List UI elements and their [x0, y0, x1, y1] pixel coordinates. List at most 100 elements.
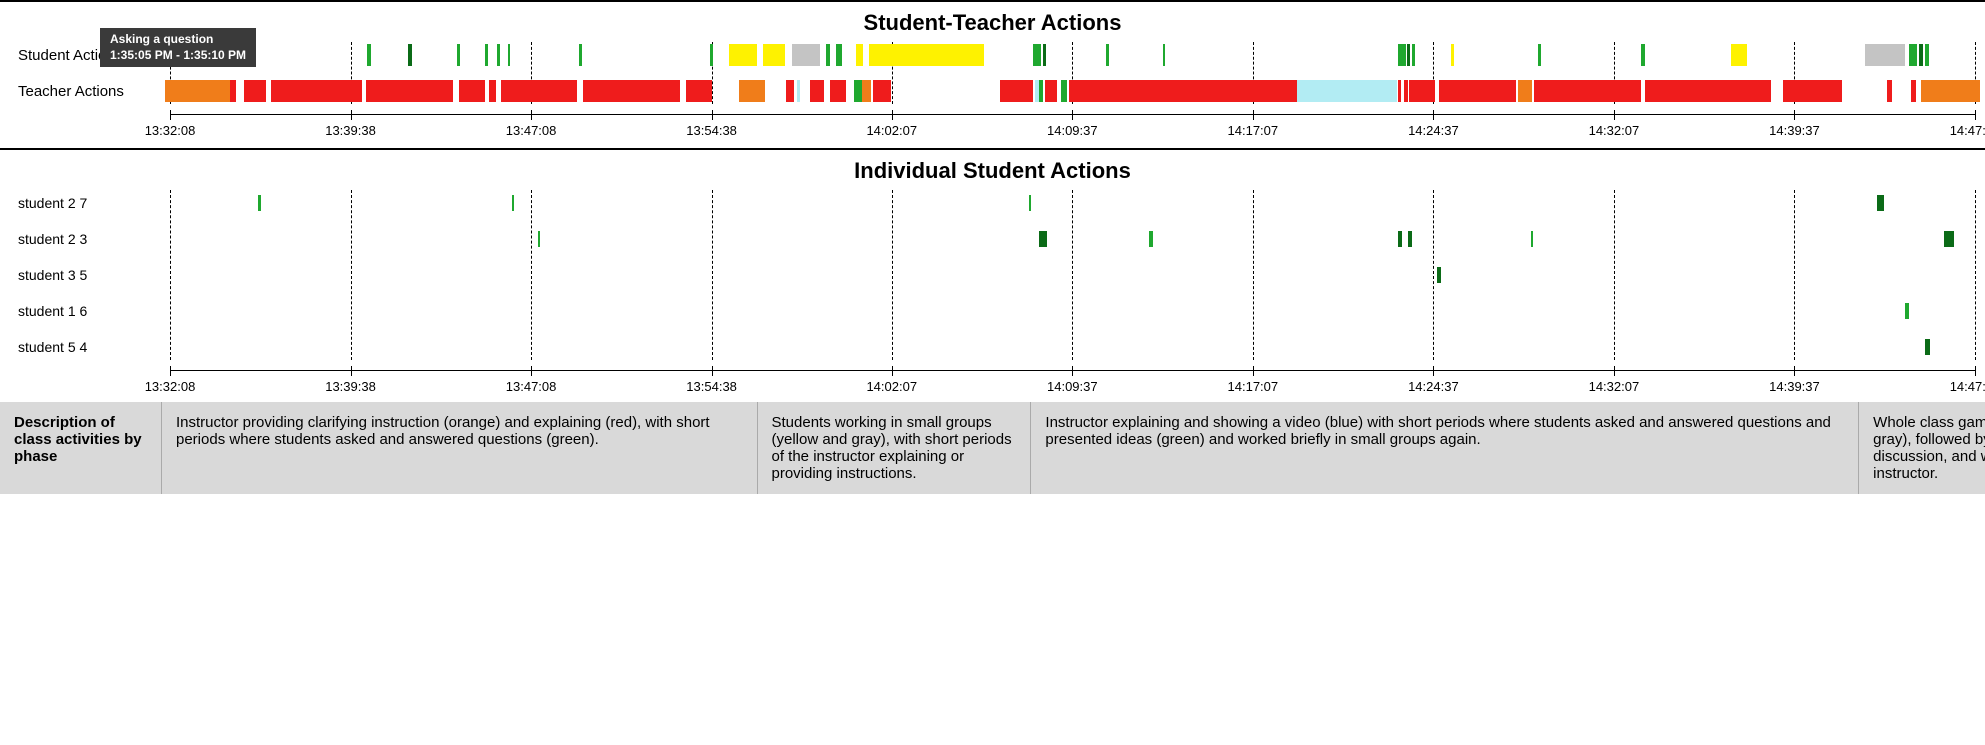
segment — [497, 44, 499, 66]
timeline-row: student 3 5 — [0, 262, 1985, 288]
segment — [810, 80, 824, 102]
axis-tick-label: 14:02:07 — [866, 123, 917, 138]
segment — [1033, 44, 1041, 66]
segment — [1921, 80, 1980, 102]
timeline-row: student 2 3 — [0, 226, 1985, 252]
axis-tick-label: 13:39:38 — [325, 379, 376, 394]
axis-tick — [531, 366, 532, 376]
row-label: student 3 5 — [0, 267, 160, 283]
segment — [856, 44, 862, 66]
segment — [1163, 44, 1165, 66]
segment — [1297, 80, 1398, 102]
segment — [1887, 80, 1892, 102]
segment — [1641, 44, 1644, 66]
segment — [873, 80, 891, 102]
segment — [1437, 267, 1440, 283]
segment — [797, 80, 800, 102]
segment — [508, 44, 510, 66]
segment — [1531, 231, 1533, 247]
axis-tick-label: 13:54:38 — [686, 379, 737, 394]
axis-tick — [1253, 110, 1254, 120]
segment — [869, 44, 985, 66]
segment — [1518, 80, 1532, 102]
segment — [1919, 44, 1923, 66]
row-track — [160, 80, 1985, 102]
segment — [1404, 80, 1408, 102]
segment — [459, 80, 485, 102]
bottom-axis: 13:32:0813:39:3813:47:0813:54:3814:02:07… — [170, 370, 1975, 402]
axis-tick — [1975, 366, 1976, 376]
axis-tick-label: 14:17:07 — [1228, 379, 1279, 394]
row-track — [160, 192, 1985, 214]
tooltip-line2: 1:35:05 PM - 1:35:10 PM — [110, 48, 246, 64]
axis-tick — [351, 110, 352, 120]
axis-tick — [1072, 110, 1073, 120]
axis-tick — [1433, 366, 1434, 376]
segment — [1534, 80, 1641, 102]
segment — [244, 80, 266, 102]
timeline-row: Student Actions — [0, 42, 1985, 68]
segment — [792, 44, 820, 66]
axis-tick-label: 13:39:38 — [325, 123, 376, 138]
segment — [457, 44, 460, 66]
timeline-row: student 1 6 — [0, 298, 1985, 324]
row-label: student 1 6 — [0, 303, 160, 319]
segment — [854, 80, 861, 102]
axis-tick-label: 13:47:08 — [506, 123, 557, 138]
student-teacher-chart: Asking a question 1:35:05 PM - 1:35:10 P… — [0, 0, 1985, 150]
axis-tick — [1614, 110, 1615, 120]
axis-tick — [170, 110, 171, 120]
phase-table: Description of class activities by phase… — [0, 402, 1985, 494]
timeline-row: student 2 7 — [0, 190, 1985, 216]
axis-tick — [170, 366, 171, 376]
top-section-title: Student-Teacher Actions — [0, 10, 1985, 36]
segment — [165, 80, 230, 102]
tooltip-line1: Asking a question — [110, 32, 246, 48]
axis-tick-label: 13:54:38 — [686, 123, 737, 138]
segment — [1645, 80, 1771, 102]
segment — [230, 80, 236, 102]
segment — [1407, 44, 1410, 66]
segment — [786, 80, 795, 102]
segment — [1408, 231, 1412, 247]
segment — [1925, 339, 1930, 355]
segment — [826, 44, 830, 66]
tooltip: Asking a question 1:35:05 PM - 1:35:10 P… — [100, 28, 256, 67]
segment — [583, 80, 680, 102]
segment — [1029, 195, 1031, 211]
row-label: student 2 3 — [0, 231, 160, 247]
segment — [1039, 80, 1043, 102]
axis-tick-label: 13:47:08 — [506, 379, 557, 394]
segment — [1039, 231, 1047, 247]
segment — [1149, 231, 1153, 247]
segment — [1905, 303, 1909, 319]
timeline-row: student 5 4 — [0, 334, 1985, 360]
axis-tick-label: 14:32:07 — [1589, 123, 1640, 138]
segment — [1000, 80, 1033, 102]
axis-tick — [712, 110, 713, 120]
segment — [579, 44, 582, 66]
row-track — [160, 300, 1985, 322]
segment — [271, 80, 361, 102]
phase-cell: Instructor explaining and showing a vide… — [1031, 402, 1859, 494]
axis-tick — [1072, 366, 1073, 376]
timeline-row: Teacher Actions — [0, 78, 1985, 104]
axis-tick-label: 14:17:07 — [1228, 123, 1279, 138]
segment — [1398, 80, 1401, 102]
segment — [512, 195, 514, 211]
segment — [1409, 80, 1435, 102]
axis-tick-label: 14:39:37 — [1769, 379, 1820, 394]
axis-tick — [712, 366, 713, 376]
segment — [1451, 44, 1454, 66]
axis-tick-label: 14:39:37 — [1769, 123, 1820, 138]
row-label: student 5 4 — [0, 339, 160, 355]
axis-tick — [1614, 366, 1615, 376]
axis-tick-label: 13:32:08 — [145, 379, 196, 394]
individual-student-chart: Individual Student Actions student 2 7st… — [0, 150, 1985, 402]
segment — [489, 80, 495, 102]
segment — [366, 80, 453, 102]
segment — [408, 44, 412, 66]
segment — [1045, 80, 1057, 102]
row-track — [160, 336, 1985, 358]
segment — [1061, 80, 1067, 102]
